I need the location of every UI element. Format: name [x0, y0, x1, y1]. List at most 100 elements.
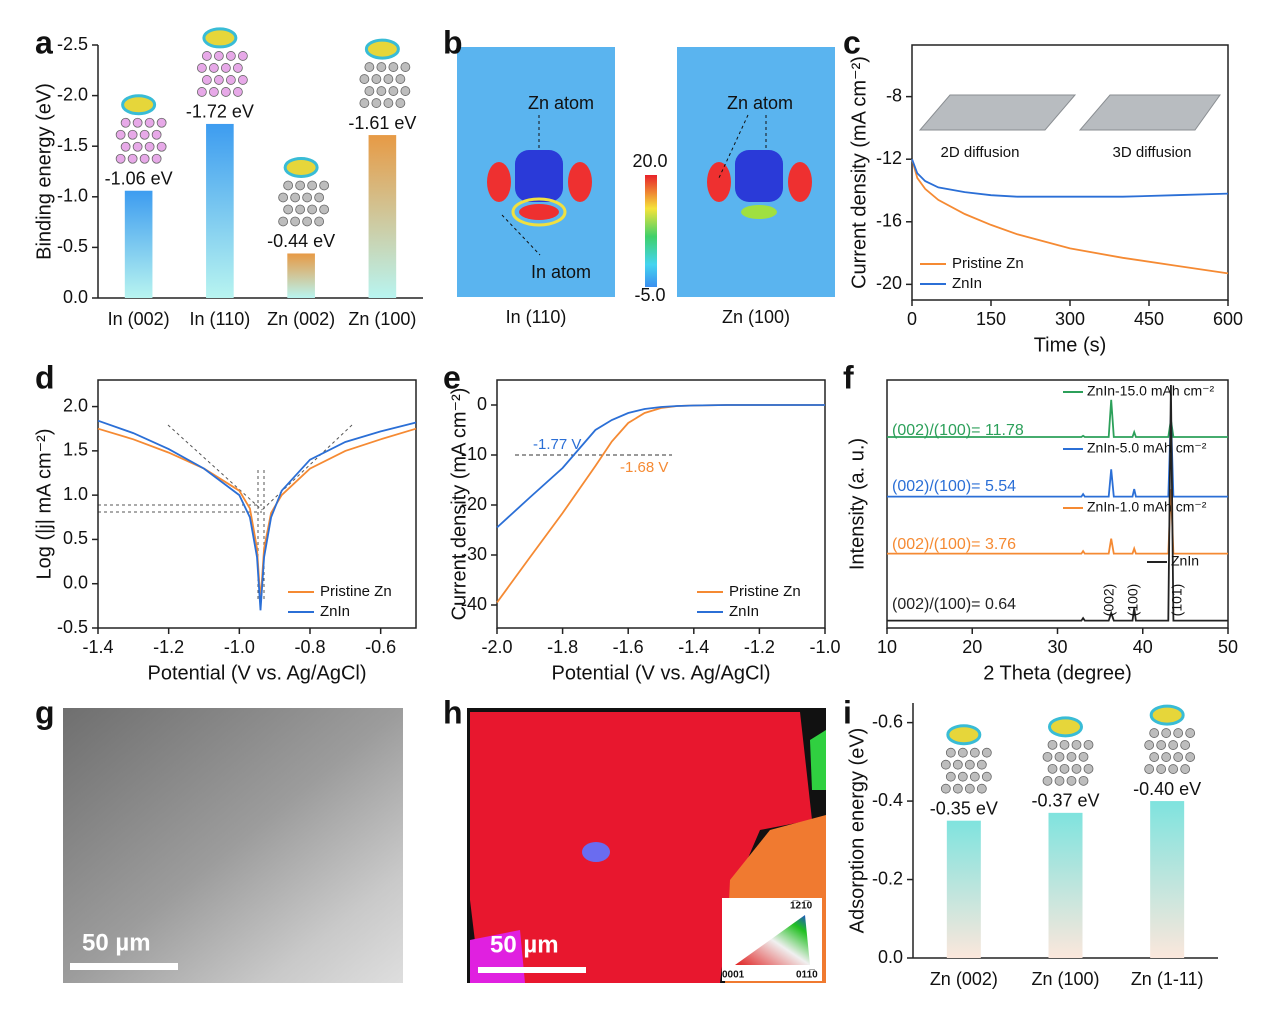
panel-label: b: [443, 24, 463, 60]
data-line: [911, 158, 1229, 198]
x-tick-label: 150: [976, 309, 1006, 329]
atom-model: [1156, 740, 1167, 750]
panel-label: i: [843, 694, 852, 730]
atom-model: [1168, 764, 1179, 774]
y-tick-label: -8: [886, 85, 902, 105]
bar: [368, 135, 397, 298]
atom-model: [976, 759, 987, 770]
atom-model: [969, 747, 980, 758]
bar: [1150, 801, 1185, 958]
x-tick-label: 30: [1047, 637, 1067, 657]
atom-model: [1185, 752, 1196, 762]
atom-model: [278, 192, 289, 203]
x-tick-label: -1.8: [547, 637, 578, 657]
data-line: [97, 427, 417, 602]
atom-model: [395, 74, 406, 84]
y-tick-label: -0.5: [57, 236, 88, 256]
atom-model: [1180, 764, 1191, 774]
map-label: Zn atom: [528, 93, 594, 113]
y-tick-label: -40: [461, 594, 487, 614]
atom-model: [1066, 775, 1077, 786]
y-tick-label: -16: [876, 211, 902, 231]
panel-label: e: [443, 359, 461, 395]
atom-model: [945, 771, 956, 782]
atom-model: [400, 86, 411, 96]
atom-model: [376, 62, 387, 72]
charge-cloud: [364, 38, 400, 60]
atom-model: [383, 98, 394, 108]
y-tick-label: -10: [461, 444, 487, 464]
legend-label: ZnIn: [320, 603, 350, 620]
colorbar-label: -5.0: [634, 285, 665, 305]
x-tick-label: 300: [1055, 309, 1085, 329]
y-tick-label: -0.2: [872, 868, 903, 888]
y-axis-label: Log (|j| mA cm⁻²): [33, 429, 55, 580]
atom-model: [139, 129, 150, 140]
y-tick-label: -12: [876, 148, 902, 168]
x-tick-label: -1.2: [153, 637, 184, 657]
atom-model: [1173, 728, 1184, 738]
atom-model: [307, 180, 318, 191]
atom-model: [1083, 763, 1094, 774]
charge-cloud: [121, 94, 157, 116]
atom-model: [945, 747, 956, 758]
atom-model: [151, 129, 162, 140]
charge-cloud: [1048, 716, 1083, 738]
y-tick-label: 2.0: [63, 395, 88, 415]
atom-model: [319, 180, 330, 191]
y-axis-label: Adsorption energy (eV): [846, 728, 868, 934]
map-label: In atom: [531, 262, 591, 282]
atom-model: [156, 117, 167, 128]
atom-model: [132, 117, 143, 128]
x-tick-label: 450: [1134, 309, 1164, 329]
x-tick-label: -2.0: [481, 637, 512, 657]
atom-model: [283, 180, 294, 191]
atom-model: [1168, 740, 1179, 750]
atom-model: [1185, 728, 1196, 738]
bar: [946, 820, 981, 958]
y-tick-label: -2.0: [57, 84, 88, 104]
bar-value-label: -1.61 eV: [348, 113, 416, 133]
x-tick-label: -1.4: [82, 637, 113, 657]
atom-model: [376, 86, 387, 96]
y-axis-label: Intensity (a. u.): [846, 438, 868, 570]
map-features: [487, 150, 812, 227]
y-axis-label: Current density (mA cm⁻²): [848, 56, 870, 289]
bar-value-label: -0.37 eV: [1031, 791, 1099, 811]
ebsd-grain: [810, 730, 826, 790]
y-tick-label: -0.5: [57, 617, 88, 637]
atom-model: [120, 117, 131, 128]
series-label: ZnIn-1.0 mAh cm⁻²: [1087, 499, 1207, 515]
y-tick-label: -20: [461, 494, 487, 514]
y-tick-label: 1.0: [63, 484, 88, 504]
charge-cloud: [283, 156, 319, 178]
atom-model: [383, 74, 394, 84]
x-tick-label: In (110): [190, 309, 251, 329]
y-tick-label: -1.0: [57, 186, 88, 206]
data-line: [97, 419, 417, 611]
map-label: Zn atom: [727, 93, 793, 113]
x-tick-label: -0.8: [294, 637, 325, 657]
y-tick-label: 0: [477, 394, 487, 414]
atom-model: [208, 63, 219, 73]
charge-cloud: [1149, 704, 1185, 726]
atom-model: [1161, 752, 1172, 762]
atom-model: [1180, 740, 1191, 750]
data-line: [887, 384, 1228, 622]
x-axis-label: Potential (V vs. Ag/AgCl): [148, 662, 367, 684]
atom-model: [213, 75, 224, 85]
panel-label: d: [35, 359, 55, 395]
legend-label: Pristine Zn: [729, 583, 801, 600]
atom-model: [981, 747, 992, 758]
x-tick-label: -1.0: [809, 637, 840, 657]
atom-model: [1149, 728, 1160, 738]
atom-model: [237, 75, 248, 85]
data-line: [911, 158, 1229, 275]
x-tick-label: -0.6: [365, 637, 396, 657]
atom-model: [371, 98, 382, 108]
scale-bar-label: 50 µm: [490, 931, 559, 958]
x-tick-label: 20: [962, 637, 982, 657]
atom-model: [364, 86, 375, 96]
atom-model: [1042, 751, 1053, 762]
diffusion-inset: 2D diffusion 3D diffusion: [918, 94, 1221, 161]
